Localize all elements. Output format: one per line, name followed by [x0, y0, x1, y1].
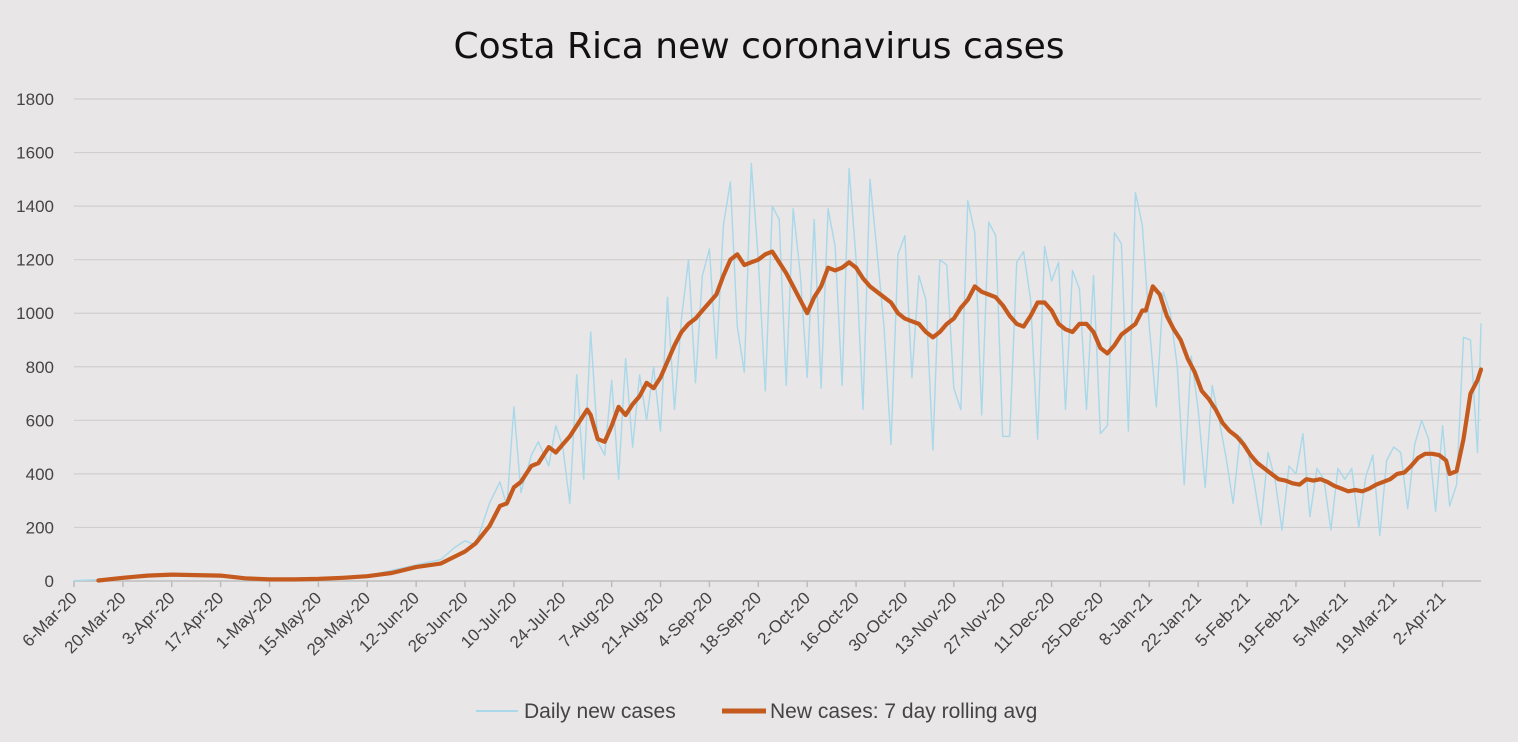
series-lines [73, 162, 1484, 583]
y-tick-label: 1800 [16, 90, 54, 109]
legend-label-rolling-avg: New cases: 7 day rolling avg [770, 700, 1037, 723]
x-axis-tick-labels: 6-Mar-2020-Mar-203-Apr-2017-Apr-201-May-… [19, 581, 1449, 659]
legend-label-daily: Daily new cases [524, 700, 676, 723]
y-tick-label: 1200 [16, 251, 54, 270]
legend: Daily new cases New cases: 7 day rolling… [476, 700, 1037, 723]
y-tick-label: 800 [26, 358, 54, 377]
y-tick-label: 1400 [16, 197, 54, 216]
y-tick-label: 1600 [16, 144, 54, 163]
y-tick-label: 0 [45, 572, 54, 591]
y-tick-label: 1000 [16, 304, 54, 323]
series-line-daily-new-cases [73, 162, 1482, 582]
chart-title: Costa Rica new coronavirus cases [453, 26, 1064, 67]
y-axis-tick-labels: 0 200 400 600 800 1000 1200 1400 1600 1800 [16, 90, 54, 591]
x-tick-label: 2-Apr-21 [1389, 588, 1449, 648]
gridlines [74, 98, 1481, 582]
y-tick-label: 400 [26, 465, 54, 484]
y-tick-label: 200 [26, 518, 54, 537]
y-tick-label: 600 [26, 411, 54, 430]
series-line-rolling-avg [96, 249, 1484, 583]
